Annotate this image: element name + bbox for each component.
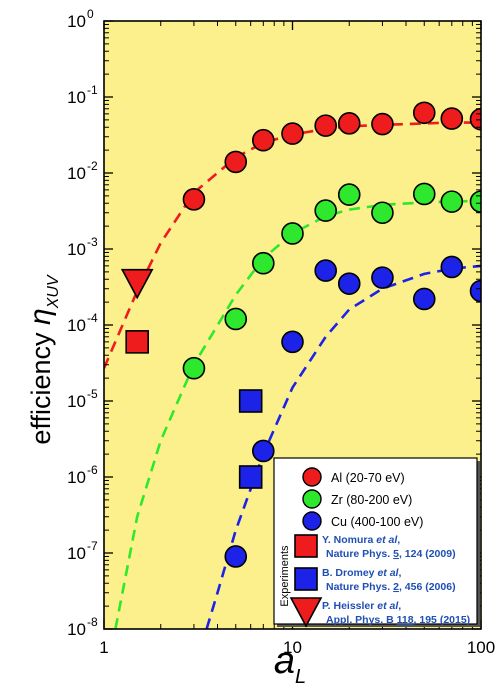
y-tick-exponent: -8 xyxy=(87,615,98,629)
data-point-cu xyxy=(314,259,337,282)
x-tick-label: 1 xyxy=(99,638,108,657)
y-tick-label: 10 xyxy=(67,316,86,335)
data-point-cu xyxy=(440,255,464,279)
experiment-point-3 xyxy=(120,268,154,300)
data-point-al xyxy=(412,101,436,125)
legend-reference-line2: Nature Phys. 5, 124 (2009) xyxy=(326,548,456,560)
data-point-zr xyxy=(252,251,275,275)
data-point-al xyxy=(337,112,361,135)
y-tick-label: 10 xyxy=(67,164,86,183)
legend-experiment-marker xyxy=(289,597,323,628)
reference-pages: , 195 (2015) xyxy=(414,614,471,626)
y-tick-exponent: -2 xyxy=(87,159,98,173)
y-tick-exponent: -7 xyxy=(87,539,98,553)
y-tick-exponent: 0 xyxy=(87,7,94,21)
reference-etal: et al xyxy=(377,600,399,612)
data-point-cu xyxy=(337,272,361,295)
reference-author: B. Dromey xyxy=(322,567,377,579)
axes: 10 010 -110 -210 -310 -410 -510 -610 -710 -81 10 10… xyxy=(67,7,495,657)
legend-reference-line1: Y. Nomura et al, xyxy=(322,534,400,546)
data-point-zr xyxy=(469,190,481,213)
data-point-al xyxy=(281,122,304,145)
reference-comma: , xyxy=(398,600,401,612)
y-tick-label: 10 xyxy=(67,88,86,107)
data-point-al xyxy=(224,150,248,174)
legend-marker xyxy=(302,511,322,531)
reference-journal: Nature Phys. xyxy=(326,581,393,593)
reference-comma: , xyxy=(397,534,400,546)
reference-pages: , 456 (2006) xyxy=(399,581,456,593)
reference-volume: 5 xyxy=(393,548,399,560)
legend-reference-line2: Appl. Phys. B 118, 195 (2015) xyxy=(326,614,470,626)
x-tick-label: 100 xyxy=(467,638,495,657)
data-point-zr xyxy=(224,307,248,331)
legend-label: Al (20-70 eV) xyxy=(331,471,405,485)
legend: Al (20-70 eV) Zr (80-200 eV) Cu (400-100 e… xyxy=(273,457,480,628)
legend-experiment-marker xyxy=(294,534,318,558)
data-point-zr xyxy=(337,183,361,206)
reference-journal: Nature Phys. xyxy=(326,548,393,560)
y-tick-label: 10 xyxy=(67,544,86,563)
legend-label: Zr (80-200 eV) xyxy=(331,493,412,507)
reference-author: Y. Nomura xyxy=(322,534,376,546)
reference-journal: Appl. Phys. B xyxy=(326,614,397,626)
y-tick-exponent: -3 xyxy=(87,235,98,249)
x-tick-label: 10 xyxy=(283,638,302,657)
y-tick-label: 10 xyxy=(67,12,86,31)
y-tick-label: 10 xyxy=(67,468,86,487)
data-point-al xyxy=(314,114,337,137)
data-point-cu xyxy=(371,266,394,289)
y-tick-exponent: -5 xyxy=(87,387,98,401)
data-point-al xyxy=(440,107,464,130)
data-points xyxy=(120,101,481,568)
legend-experiment-marker xyxy=(294,567,318,591)
y-tick-label: 10 xyxy=(67,620,86,639)
data-point-cu xyxy=(469,279,481,303)
reference-etal: et al xyxy=(376,534,398,546)
data-point-cu xyxy=(224,545,248,568)
data-point-zr xyxy=(182,356,206,380)
experiment-point-2 xyxy=(238,465,263,489)
experiment-point-2 xyxy=(238,389,263,413)
legend-reference-line2: Nature Phys. 2, 456 (2006) xyxy=(326,581,456,593)
data-point-al xyxy=(182,188,206,211)
x-axis-label: aL xyxy=(274,640,306,688)
reference-pages: , 124 (2009) xyxy=(399,548,456,560)
y-tick-label: 10 xyxy=(67,392,86,411)
data-point-cu xyxy=(252,439,275,463)
data-point-al xyxy=(252,128,275,152)
y-tick-exponent: -6 xyxy=(87,463,98,477)
reference-author: P. Heissler xyxy=(322,600,377,612)
data-point-zr xyxy=(440,190,464,213)
data-point-al xyxy=(371,112,394,136)
legend-marker xyxy=(302,467,322,487)
reference-etal: et al xyxy=(377,567,399,579)
reference-comma: , xyxy=(398,567,401,579)
data-point-cu xyxy=(281,330,304,354)
y-axis-label: efficiency ηXUV xyxy=(24,274,62,444)
data-point-zr xyxy=(281,222,304,245)
reference-volume: 118 xyxy=(397,614,414,626)
experiments-label: Experiments xyxy=(279,545,291,607)
experiment-point-1 xyxy=(125,330,149,354)
legend-marker xyxy=(302,489,322,509)
y-tick-exponent: -4 xyxy=(87,311,98,325)
legend-reference-line1: B. Dromey et al, xyxy=(322,567,401,579)
y-tick-exponent: -1 xyxy=(87,83,98,97)
y-tick-label: 10 xyxy=(67,240,86,259)
legend-label: Cu (400-100 eV) xyxy=(331,515,423,529)
data-point-cu xyxy=(412,287,436,311)
data-point-zr xyxy=(314,199,337,222)
data-point-zr xyxy=(371,201,394,225)
reference-volume: 2 xyxy=(393,581,399,593)
data-point-zr xyxy=(412,182,436,206)
legend-reference-line1: P. Heissler et al, xyxy=(322,600,401,612)
